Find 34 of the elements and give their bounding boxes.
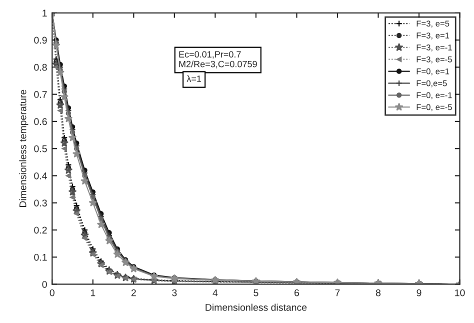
legend-label: F=3, e=1 xyxy=(416,32,450,40)
x-tick-label: 5 xyxy=(254,289,258,296)
x-tick-label: 4 xyxy=(212,289,218,296)
x-tick-label: 1 xyxy=(90,289,96,296)
y-tick-label: 0.2 xyxy=(34,226,47,234)
x-axis-title: Dimensionless distance xyxy=(206,304,307,311)
legend-label: F=0,e=5 xyxy=(416,80,447,88)
legend-label: F=3, e=-1 xyxy=(416,44,452,52)
x-tick-label: 3 xyxy=(172,289,177,296)
x-tick-label: 8 xyxy=(376,289,381,296)
y-tick-label: 1 xyxy=(42,10,47,16)
y-tick-label: 0.4 xyxy=(34,172,47,180)
x-tick-label: 10 xyxy=(455,289,465,296)
x-tick-label: 2 xyxy=(131,289,136,296)
y-tick-label: 0 xyxy=(42,280,47,288)
legend-label: F=3, e=5 xyxy=(416,20,450,28)
x-tick-label: 9 xyxy=(416,289,422,296)
y-tick-label: 0.7 xyxy=(34,91,47,98)
annotation: Ec=0.01,Pr=0.7 M2/Re=3,C=0.0759 xyxy=(179,51,257,68)
annotation: λ=1 xyxy=(186,75,202,82)
y-tick-label: 0.9 xyxy=(34,36,47,44)
x-tick-label: 6 xyxy=(294,289,299,296)
y-tick-label: 0.6 xyxy=(34,118,47,126)
legend-label: F=0, e=1 xyxy=(416,68,450,76)
x-tick-label: 0 xyxy=(50,289,54,296)
legend-label: F=3, e=-5 xyxy=(416,56,452,64)
y-axis-title: Dimensionless temperature xyxy=(19,90,28,207)
y-tick-label: 0.3 xyxy=(34,200,47,206)
legend-label: F=0, e=-1 xyxy=(416,92,452,100)
y-tick-label: 0.1 xyxy=(34,254,47,261)
y-tick-label: 0.8 xyxy=(34,64,47,71)
x-tick-label: 7 xyxy=(335,289,340,296)
y-tick-label: 0.5 xyxy=(34,145,47,152)
legend-label: F=0, e=-5 xyxy=(416,104,452,112)
